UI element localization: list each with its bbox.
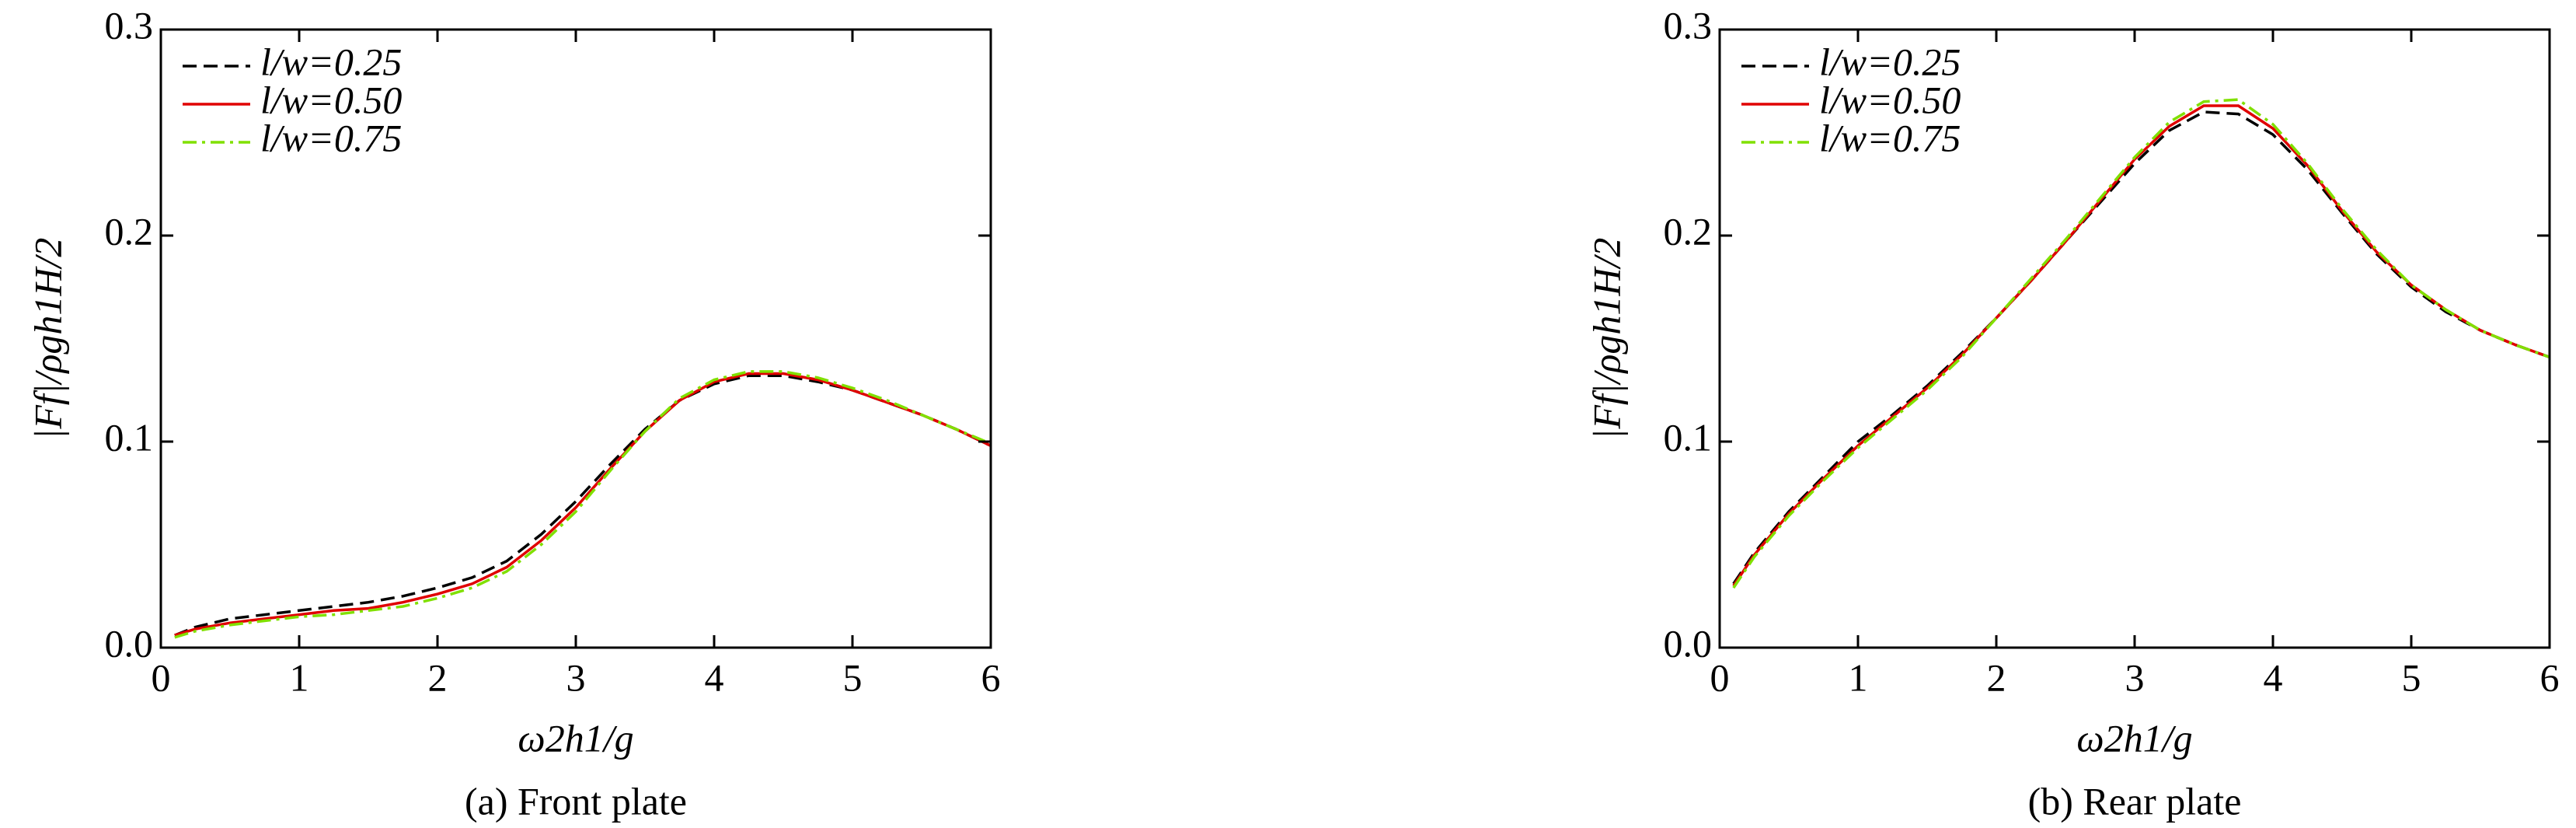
y-tick-label: 0.3 <box>105 3 154 47</box>
x-tick-label: 6 <box>981 655 1001 699</box>
data-line <box>174 370 992 639</box>
y-tick-label: 0.0 <box>105 621 154 665</box>
legend-label: l/w=0.50 <box>260 78 402 121</box>
x-tick-label: 2 <box>428 655 448 699</box>
legend-label: l/w=0.25 <box>260 40 402 83</box>
y-tick-label: 0.3 <box>1664 3 1713 47</box>
x-tick-label: 5 <box>2402 655 2421 699</box>
x-tick-label: 2 <box>1987 655 2006 699</box>
y-tick-label: 0.1 <box>1664 415 1713 459</box>
data-line <box>1732 98 2550 589</box>
legend-label: l/w=0.75 <box>1819 116 1961 159</box>
x-tick-label: 0 <box>1710 655 1730 699</box>
x-tick-label: 3 <box>566 655 586 699</box>
x-axis-label: ω2h1/g <box>2076 716 2192 760</box>
y-tick-label: 0.1 <box>105 415 154 459</box>
x-axis-label: ω2h1/g <box>518 716 633 760</box>
data-line <box>1732 110 2550 585</box>
y-axis-label: |Ff|/ρgh1H/2 <box>26 238 69 440</box>
legend-label: l/w=0.50 <box>1819 78 1961 121</box>
x-tick-label: 5 <box>843 655 863 699</box>
data-line <box>174 372 992 637</box>
legend-label: l/w=0.25 <box>1819 40 1961 83</box>
x-tick-label: 0 <box>152 655 171 699</box>
x-tick-label: 4 <box>705 655 724 699</box>
y-tick-label: 0.0 <box>1664 621 1713 665</box>
caption: (a) Front plate <box>465 779 687 823</box>
legend-label: l/w=0.75 <box>260 116 402 159</box>
x-tick-label: 6 <box>2540 655 2560 699</box>
data-line <box>1732 104 2550 587</box>
y-axis-label: |Ff|/ρgh1H/2 <box>1584 238 1628 440</box>
x-tick-label: 4 <box>2264 655 2283 699</box>
x-tick-label: 3 <box>2125 655 2145 699</box>
caption: (b) Rear plate <box>2028 779 2242 823</box>
y-tick-label: 0.2 <box>1664 209 1713 253</box>
x-tick-label: 1 <box>1849 655 1868 699</box>
y-tick-label: 0.2 <box>105 209 154 253</box>
x-tick-label: 1 <box>290 655 309 699</box>
